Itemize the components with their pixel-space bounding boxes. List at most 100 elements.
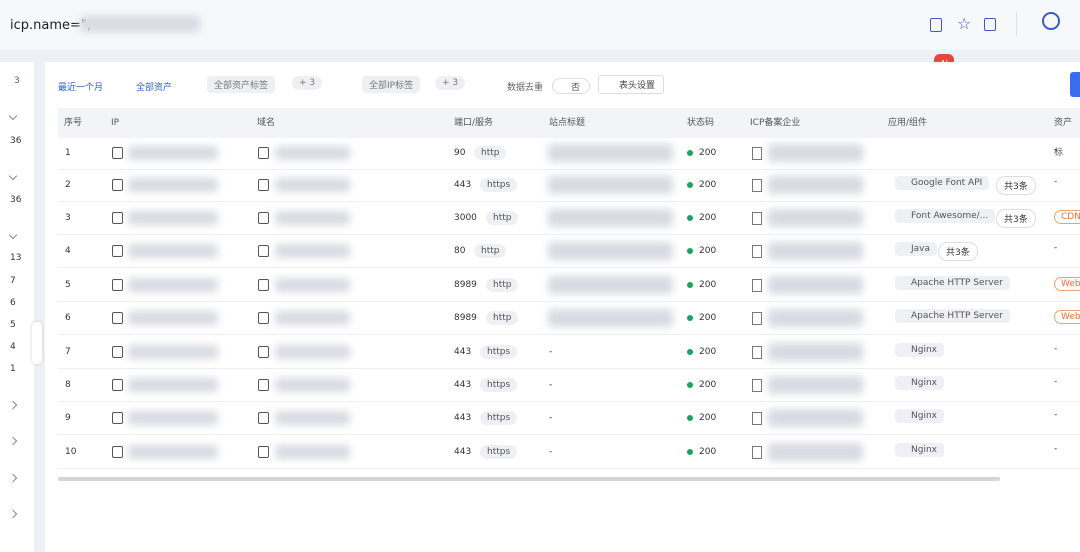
sidebar-count[interactable]: 36 xyxy=(10,195,22,205)
sidebar-count[interactable]: 36 xyxy=(10,136,22,146)
sidebar-count[interactable]: 5 xyxy=(10,320,16,330)
port: 443 xyxy=(454,180,472,190)
icp-icon xyxy=(752,147,762,160)
ip-blur xyxy=(128,178,218,192)
row-index: 6 xyxy=(65,313,71,323)
icp-blur xyxy=(768,209,863,227)
filter-ip-tags-more[interactable]: + 3 xyxy=(435,76,466,90)
row-index: 4 xyxy=(65,246,71,256)
row-divider xyxy=(58,267,1080,268)
component[interactable]: Apache HTTP Server xyxy=(895,309,1010,323)
row-index: 9 xyxy=(65,413,71,423)
ip-icon xyxy=(112,346,123,358)
action-button[interactable] xyxy=(1070,72,1080,97)
sidebar-count[interactable]: 6 xyxy=(10,298,16,308)
icp-blur xyxy=(768,409,863,427)
copy-icon[interactable] xyxy=(984,18,996,31)
filter-asset-tags[interactable]: 全部资产标签 xyxy=(207,76,276,93)
filter-dedupe: 数据去重 xyxy=(507,83,544,93)
domain-blur xyxy=(275,146,350,160)
row-divider xyxy=(58,434,1080,435)
scrollbar[interactable] xyxy=(58,477,1000,481)
icp-icon xyxy=(752,245,762,258)
component[interactable]: Nginx xyxy=(895,443,944,457)
sidebar-count[interactable]: 7 xyxy=(10,276,16,286)
icp-blur xyxy=(768,242,863,260)
domain-blur xyxy=(275,311,350,325)
component[interactable]: Nginx xyxy=(895,376,944,390)
filter-time[interactable]: 最近一个月 xyxy=(58,83,104,93)
site-title-blur xyxy=(548,144,673,162)
search-query[interactable]: icp.name=", xyxy=(10,18,92,33)
status-dot xyxy=(687,182,693,188)
icp-icon xyxy=(752,312,762,325)
domain-blur xyxy=(275,178,350,192)
search-icon[interactable] xyxy=(1042,12,1060,30)
delete-icon[interactable] xyxy=(930,18,942,32)
domain-blur xyxy=(275,378,350,392)
component-count[interactable]: 共3条 xyxy=(996,176,1036,195)
ip-icon xyxy=(112,245,123,257)
status: 200 xyxy=(699,380,717,390)
domain-icon xyxy=(258,346,269,358)
component[interactable]: Apache HTTP Server xyxy=(895,276,1010,290)
ip-icon xyxy=(112,412,123,424)
filter-asset-tags-more[interactable]: + 3 xyxy=(292,76,323,90)
asset-tag: Web xyxy=(1054,277,1080,291)
column-header: 应用/组件 xyxy=(888,118,928,128)
site-title-blur xyxy=(548,242,673,260)
port: 90 xyxy=(454,148,466,158)
sidebar-count[interactable]: 4 xyxy=(10,342,16,352)
service: https xyxy=(480,178,518,192)
icp-blur xyxy=(768,276,863,294)
port: 443 xyxy=(454,380,472,390)
ip-icon xyxy=(112,279,123,291)
ip-blur xyxy=(128,445,218,459)
star-icon[interactable]: ☆ xyxy=(957,14,972,33)
result-panel xyxy=(45,62,1080,552)
service: https xyxy=(480,345,518,359)
domain-icon xyxy=(258,446,269,458)
column-settings[interactable]: 表头设置 xyxy=(598,75,665,94)
component-count[interactable]: 共3条 xyxy=(938,242,978,261)
port: 80 xyxy=(454,246,466,256)
filter-ip-tags[interactable]: 全部IP标签 xyxy=(362,76,421,93)
row-index: 1 xyxy=(65,148,71,158)
row-divider xyxy=(58,169,1080,170)
row-divider xyxy=(58,234,1080,235)
service: https xyxy=(480,411,518,425)
domain-blur xyxy=(275,445,350,459)
row-index: 8 xyxy=(65,380,71,390)
status: 200 xyxy=(699,347,717,357)
component[interactable]: Nginx xyxy=(895,343,944,357)
ip-blur xyxy=(128,378,218,392)
domain-icon xyxy=(258,279,269,291)
column-header: 站点标题 xyxy=(549,118,586,128)
component[interactable]: Java xyxy=(895,242,938,256)
service: https xyxy=(480,378,518,392)
status: 200 xyxy=(699,447,717,457)
ip-blur xyxy=(128,146,218,160)
icp-icon xyxy=(752,179,762,192)
sidebar-count[interactable]: 1 xyxy=(10,364,16,374)
column-header: 序号 xyxy=(64,118,83,128)
ip-blur xyxy=(128,411,218,425)
icp-icon xyxy=(752,379,762,392)
icp-blur xyxy=(768,343,863,361)
toggle[interactable] xyxy=(552,78,590,94)
status-dot xyxy=(687,282,693,288)
component[interactable]: Font Awesome/... xyxy=(895,209,996,223)
service: https xyxy=(480,445,518,459)
collapse-handle[interactable] xyxy=(32,322,42,364)
sidebar-count[interactable]: 13 xyxy=(10,253,22,263)
filter-assets[interactable]: 全部资产 xyxy=(136,83,173,93)
component[interactable]: Nginx xyxy=(895,409,944,423)
domain-blur xyxy=(275,211,350,225)
asset-tag: - xyxy=(1054,410,1058,420)
sidebar-count[interactable]: 3 xyxy=(14,76,20,86)
ip-icon xyxy=(112,446,123,458)
ip-icon xyxy=(112,312,123,324)
component-count[interactable]: 共3条 xyxy=(996,209,1036,228)
component[interactable]: Google Font API xyxy=(895,176,990,190)
